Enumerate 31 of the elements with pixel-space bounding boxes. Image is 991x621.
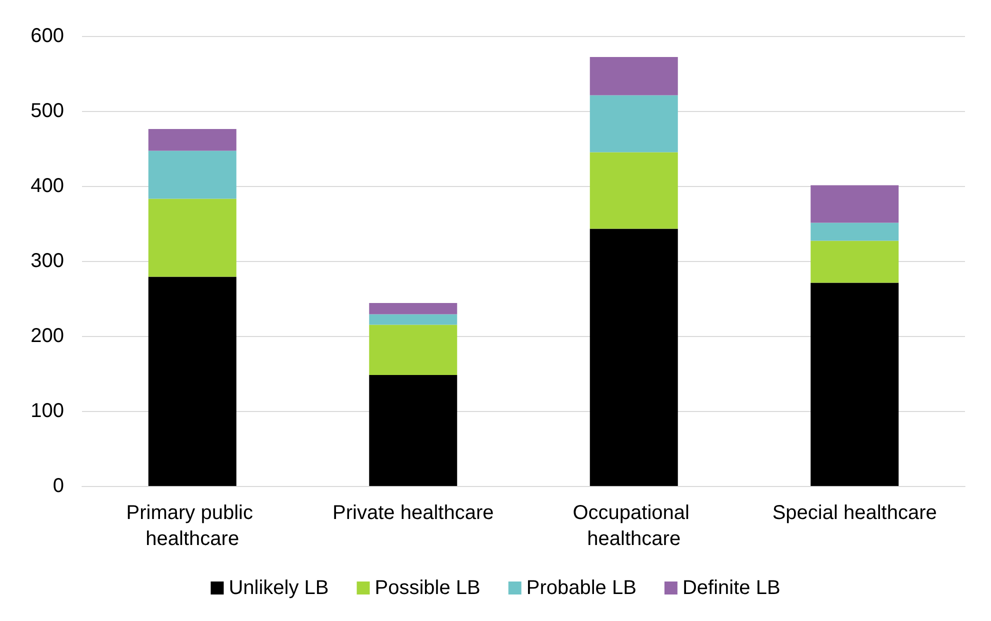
bar <box>148 129 236 151</box>
x-tick-label: Special healthcare <box>772 502 937 524</box>
y-tick-label: 100 <box>30 400 64 422</box>
y-tick-label: 200 <box>30 325 64 347</box>
bar <box>369 303 458 314</box>
x-tick-label: Primary public healthcare <box>126 502 259 550</box>
bar <box>590 152 678 229</box>
bar <box>590 228 678 486</box>
legend-label: Probable LB <box>526 577 636 599</box>
legend-label: Definite LB <box>682 577 780 599</box>
y-tick-label: 300 <box>30 250 64 272</box>
bar <box>148 276 236 486</box>
bar <box>810 185 899 223</box>
y-tick-label: 0 <box>52 475 64 497</box>
y-tick-label: 500 <box>30 100 64 122</box>
bar <box>369 314 458 325</box>
y-tick-label: 400 <box>30 175 64 197</box>
bar <box>148 198 236 277</box>
x-tick-label: Occupational healthcare <box>572 502 696 550</box>
bar <box>810 240 899 283</box>
bar <box>810 282 899 486</box>
bar <box>590 95 678 152</box>
legend-label: Possible LB <box>374 577 480 599</box>
legend-label: Unlikely LB <box>228 577 329 599</box>
bar <box>148 150 236 199</box>
bar <box>369 324 458 375</box>
y-tick-label: 600 <box>30 25 64 47</box>
bar <box>810 222 899 241</box>
bar <box>369 375 458 486</box>
bar <box>590 57 678 96</box>
x-tick-label: Private healthcare <box>332 502 494 524</box>
